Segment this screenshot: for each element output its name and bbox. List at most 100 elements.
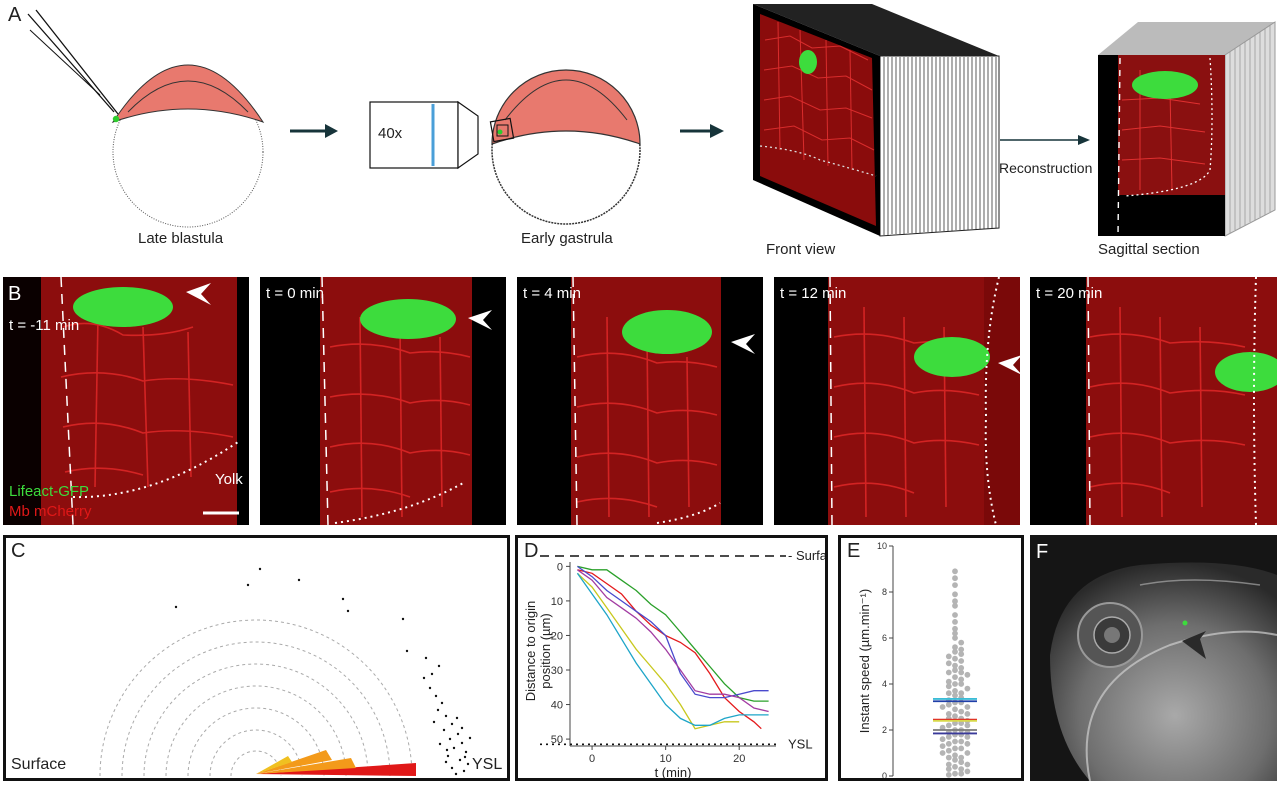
speed-point bbox=[964, 685, 971, 692]
speed-point bbox=[952, 752, 958, 759]
speed-point bbox=[958, 690, 965, 697]
panel-f-embryo-photo: F bbox=[1030, 535, 1277, 781]
speed-point bbox=[952, 662, 958, 669]
angular-rose bbox=[256, 750, 416, 776]
x-axis-title: t (min) bbox=[655, 765, 692, 778]
speed-point bbox=[945, 683, 952, 690]
speed-point bbox=[945, 761, 952, 768]
speed-point bbox=[958, 681, 965, 687]
speed-point bbox=[952, 692, 958, 699]
series-line-4 bbox=[577, 569, 769, 713]
micrograph-frame-3: t = 4 min bbox=[517, 277, 763, 525]
micropipette bbox=[27, 9, 119, 115]
y-tick-label: 30 bbox=[551, 665, 563, 677]
speed-point bbox=[958, 646, 965, 653]
speed-point bbox=[945, 734, 952, 740]
micrograph-frame-4: t = 12 min bbox=[774, 277, 1020, 525]
speed-point bbox=[952, 688, 958, 694]
y-tick-label: 0 bbox=[557, 561, 563, 573]
speed-point bbox=[939, 704, 946, 710]
panel-a-drawing bbox=[27, 4, 1276, 237]
series-line-6 bbox=[576, 572, 769, 726]
speed-point bbox=[952, 635, 958, 641]
speed-point bbox=[958, 759, 965, 766]
panel-label-a: A bbox=[8, 4, 22, 26]
y-tick-label: 4 bbox=[882, 679, 887, 689]
speed-point bbox=[952, 598, 958, 605]
speed-point bbox=[958, 651, 965, 657]
series-line-2 bbox=[577, 569, 762, 730]
speed-point bbox=[958, 754, 965, 761]
speed-point bbox=[945, 722, 952, 729]
x-tick-label: 10 bbox=[660, 753, 672, 765]
panel-c-polar-plot: C Surface YSL bbox=[3, 535, 510, 781]
series-line-3 bbox=[577, 565, 769, 699]
speed-point bbox=[952, 763, 958, 770]
sagittal-stack bbox=[1098, 21, 1276, 237]
speed-point bbox=[945, 660, 952, 667]
speed-point bbox=[958, 639, 965, 646]
speed-point bbox=[952, 630, 958, 637]
panel-d-line-chart: 0 10 20 30 40 50 0 10 20 t (min) Distance to origi… bbox=[515, 535, 828, 781]
frame-time-5: t = 20 min bbox=[1036, 285, 1103, 302]
series-line-1 bbox=[577, 565, 769, 702]
y-tick-label: 2 bbox=[882, 725, 887, 735]
speed-point bbox=[945, 678, 952, 685]
speed-point bbox=[952, 568, 958, 575]
ysl-reference-label: YSL bbox=[788, 736, 813, 751]
panel-label-c: C bbox=[11, 540, 26, 562]
speed-point bbox=[945, 771, 952, 778]
y-axis-title-line-1: Distance to origin bbox=[523, 601, 538, 701]
ysl-axis-label: YSL bbox=[472, 756, 503, 773]
speed-point bbox=[945, 653, 952, 660]
speed-point bbox=[952, 575, 958, 582]
speed-point bbox=[939, 736, 946, 743]
speed-point bbox=[958, 665, 965, 671]
speed-point bbox=[952, 619, 958, 625]
y-axis-title: Instant speed (µm.min⁻¹) bbox=[857, 589, 872, 733]
y-tick-label: 10 bbox=[877, 541, 887, 551]
speed-point bbox=[964, 768, 971, 775]
y-tick-label: 10 bbox=[551, 596, 563, 608]
frame-time-2: t = 0 min bbox=[266, 285, 324, 302]
frame-time-3: t = 4 min bbox=[523, 285, 581, 302]
speed-point bbox=[958, 770, 965, 777]
micrograph-frame-1: t = -11 min Lifeact-GFP Mb mCherry Yolk bbox=[3, 277, 249, 525]
speed-point bbox=[964, 761, 971, 768]
reconstruction-arrow bbox=[1000, 135, 1090, 145]
speed-point bbox=[952, 757, 958, 763]
speed-point bbox=[945, 747, 952, 754]
early-gastrula-label: Early gastrula bbox=[521, 230, 613, 247]
front-view-label: Front view bbox=[766, 241, 836, 258]
speed-point bbox=[939, 743, 946, 749]
speed-point bbox=[964, 734, 971, 740]
speed-point bbox=[958, 658, 965, 664]
legend-mb-mcherry: Mb mCherry bbox=[9, 503, 92, 520]
speed-point bbox=[945, 711, 952, 717]
trajectory-endpoints bbox=[174, 567, 472, 776]
speed-point bbox=[952, 713, 958, 720]
frame-time-4: t = 12 min bbox=[780, 285, 847, 302]
speed-point bbox=[964, 671, 971, 678]
speed-point bbox=[964, 750, 971, 756]
frame-time-1: t = -11 min bbox=[9, 317, 80, 334]
speed-point bbox=[964, 722, 971, 729]
flow-arrow-2 bbox=[680, 124, 724, 138]
speed-point bbox=[945, 740, 952, 747]
panel-label-f: F bbox=[1036, 541, 1049, 563]
y-tick-label: 40 bbox=[551, 700, 563, 712]
panel-label-e: E bbox=[847, 540, 861, 562]
micrograph-frame-5: t = 20 min bbox=[1030, 277, 1277, 525]
front-view-stack bbox=[753, 4, 1000, 237]
micrograph-frame-2: t = 0 min bbox=[260, 277, 506, 525]
surface-axis-label: Surface bbox=[11, 756, 67, 773]
speed-point bbox=[958, 708, 965, 715]
sagittal-section-label: Sagittal section bbox=[1098, 241, 1200, 258]
speed-point bbox=[964, 704, 971, 710]
y-tick-label: 6 bbox=[882, 633, 887, 643]
speed-point bbox=[952, 602, 958, 609]
reconstruction-label: Reconstruction bbox=[999, 160, 1093, 176]
speed-point bbox=[958, 766, 965, 772]
panel-label-b: B bbox=[8, 283, 22, 305]
speed-point bbox=[958, 669, 965, 676]
